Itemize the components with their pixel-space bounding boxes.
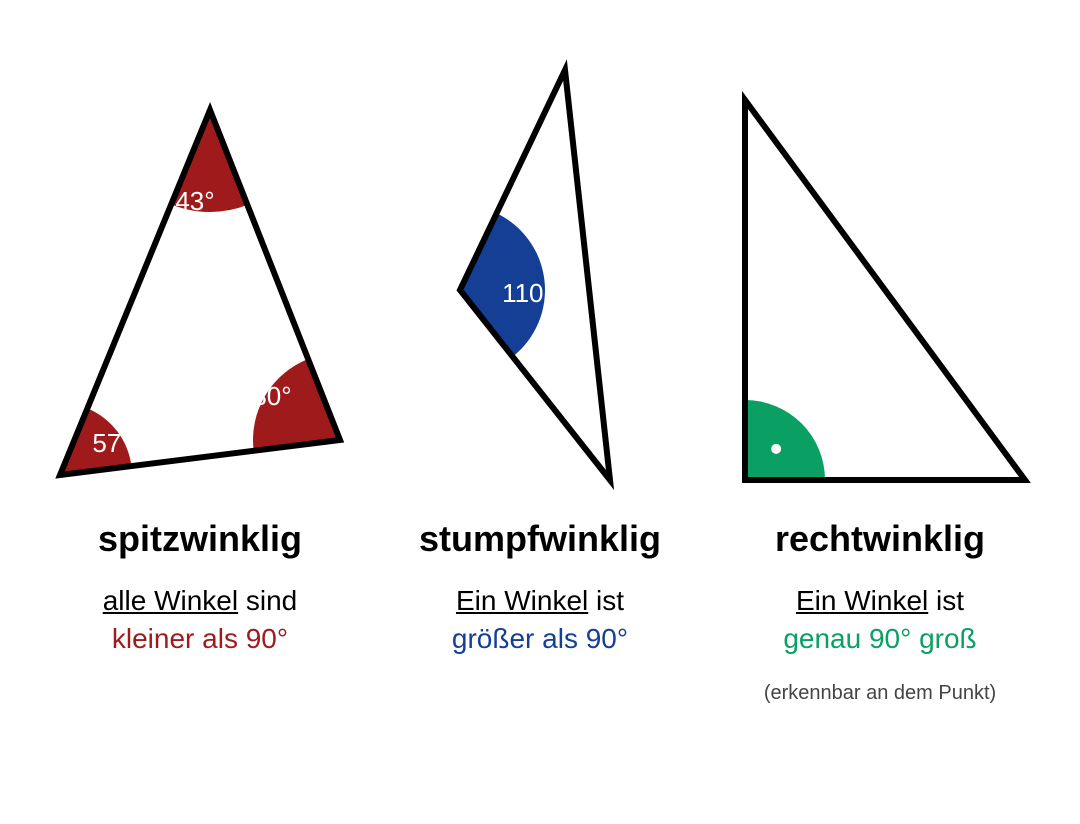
obtuse-desc-underline: Ein Winkel (456, 585, 588, 616)
acute-desc-underline: alle Winkel (103, 585, 238, 616)
svg-text:110°: 110° (502, 278, 554, 308)
acute-desc: alle Winkel sind kleiner als 90° (103, 582, 298, 658)
right-desc-rest: ist (928, 585, 964, 616)
obtuse-title: stumpfwinklig (419, 518, 661, 560)
obtuse-desc-line2: größer als 90° (452, 623, 628, 654)
right-desc: Ein Winkel ist genau 90° groß (783, 582, 976, 658)
acute-desc-rest: sind (238, 585, 297, 616)
diagram-container: 43° 80° 57° spitzwinklig alle Winkel sind … (0, 0, 1080, 745)
acute-figure: 43° 80° 57° (30, 60, 370, 500)
right-desc-underline: Ein Winkel (796, 585, 928, 616)
panel-acute: 43° 80° 57° spitzwinklig alle Winkel sind … (30, 60, 370, 705)
panel-right: rechtwinklig Ein Winkel ist genau 90° gr… (710, 60, 1050, 705)
svg-text:57°: 57° (92, 428, 131, 458)
right-desc-line2: genau 90° groß (783, 623, 976, 654)
right-figure (710, 60, 1050, 500)
panel-obtuse: 110° stumpfwinklig Ein Winkel ist größer… (370, 60, 710, 705)
right-title: rechtwinklig (775, 518, 985, 560)
obtuse-desc: Ein Winkel ist größer als 90° (452, 582, 628, 658)
svg-text:43°: 43° (175, 186, 214, 216)
obtuse-figure: 110° (370, 60, 710, 500)
obtuse-desc-rest: ist (588, 585, 624, 616)
svg-text:80°: 80° (252, 381, 291, 411)
acute-desc-line2: kleiner als 90° (112, 623, 288, 654)
right-note: (erkennbar an dem Punkt) (764, 682, 996, 705)
acute-title: spitzwinklig (98, 518, 302, 560)
